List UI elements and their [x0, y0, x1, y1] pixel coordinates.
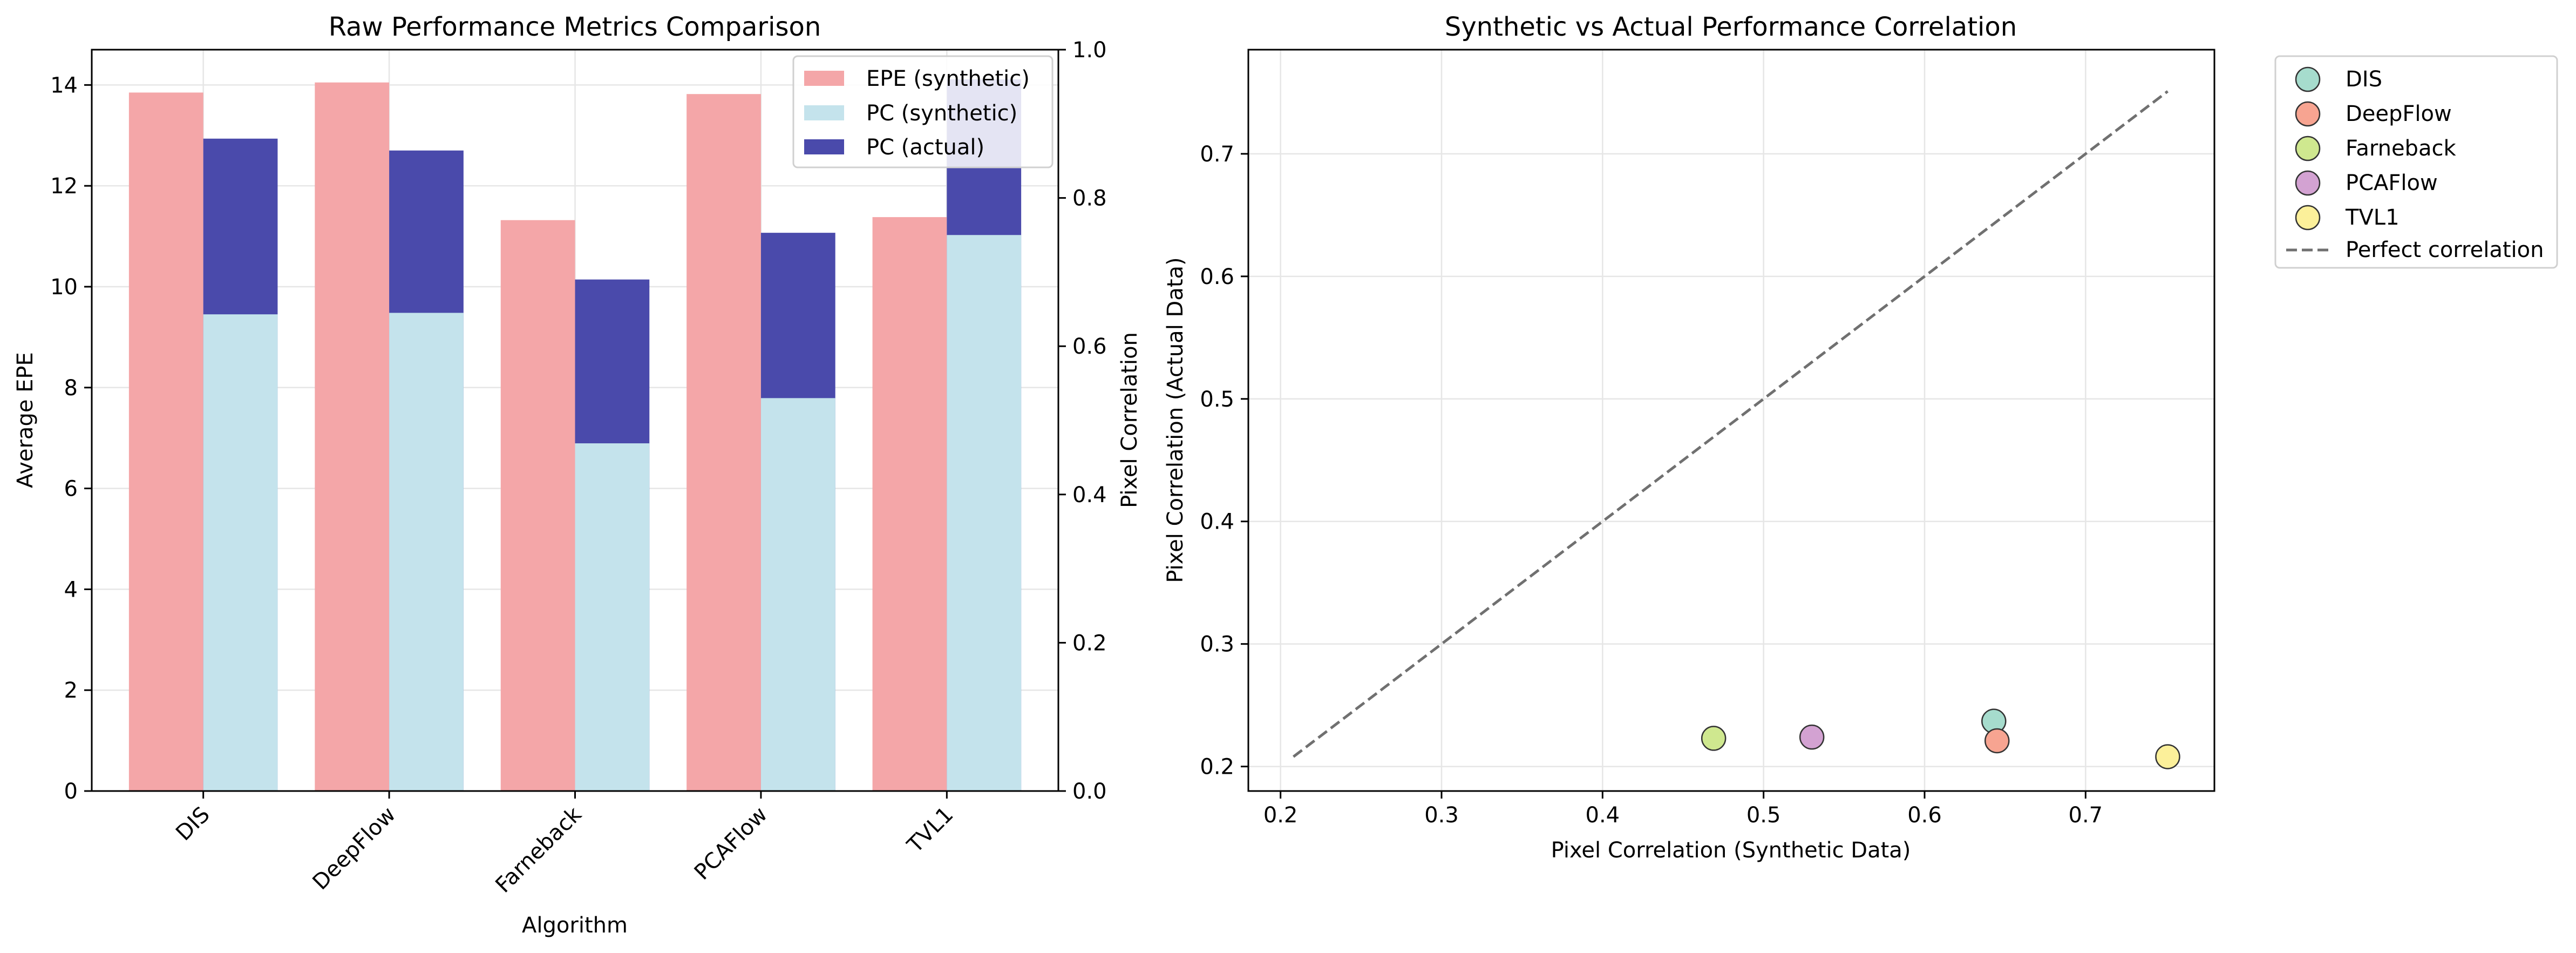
x-tick-label: 0.3 [1424, 803, 1459, 828]
legend-swatch-epe-synthetic [804, 71, 844, 86]
bar-chart-x-axis-label: Algorithm [522, 913, 628, 938]
legend-label-dis: DIS [2346, 67, 2382, 92]
x-tick-label: 0.4 [1586, 803, 1620, 828]
legend-swatch-pc-synthetic [804, 105, 844, 120]
y-tick-label: 2 [64, 678, 78, 703]
bar-chart-legend-box [792, 55, 1053, 168]
bar-chart-bars [128, 79, 1022, 792]
perfect-correlation-line [1293, 90, 2169, 758]
y-tick-label: 0.4 [1200, 510, 1234, 535]
y-tick-label: 0.6 [1200, 265, 1234, 289]
y-tick-label: 0 [64, 779, 78, 804]
point-deepflow [1984, 728, 2010, 754]
x-tick-label: 0.7 [2069, 803, 2103, 828]
bar-pc-synthetic-farneback [575, 443, 650, 791]
legend-marker-pcaflow [2295, 170, 2321, 196]
y-tick-label: 12 [50, 174, 78, 199]
scatter-chart-title: Synthetic vs Actual Performance Correlat… [1445, 12, 2017, 42]
y-tick-label: 0.3 [1200, 632, 1234, 657]
legend-label-perfect-correlation: Perfect correlation [2346, 238, 2544, 262]
point-pcaflow [1799, 724, 1825, 750]
y-tick-label: 4 [64, 577, 78, 602]
bar-epe-synthetic-tvl1 [872, 217, 947, 791]
legend-marker-farneback [2295, 136, 2321, 161]
point-tvl1 [2155, 744, 2180, 769]
bar-chart-y-axis-label: Average EPE [13, 352, 38, 488]
bar-chart-right-axis-ticks: 0.0 0.2 0.4 0.6 0.8 1.0 [1058, 38, 1107, 804]
y2-tick-label: 0.4 [1072, 483, 1107, 508]
legend-label-pcaflow: PCAFlow [2346, 171, 2438, 195]
legend-label-pc-synthetic: PC (synthetic) [866, 101, 1017, 126]
legend-label-deepflow: DeepFlow [2346, 102, 2452, 126]
scatter-chart-y-axis-label: Pixel Correlation (Actual Data) [1163, 257, 1188, 583]
y-tick-label: 0.7 [1200, 142, 1234, 167]
bar-chart-left-axis-ticks: 0 2 4 6 8 10 12 14 [50, 73, 92, 804]
legend-label-farneback: Farneback [2346, 136, 2456, 161]
scatter-chart-legend-box [2274, 55, 2558, 269]
bar-chart-right-y-axis-label: Pixel Correlation [1117, 332, 1142, 508]
y2-tick-label: 0.6 [1072, 334, 1107, 359]
bar-pc-synthetic-dis [203, 314, 278, 791]
bar-pc-synthetic-deepflow [389, 313, 464, 791]
bar-pc-synthetic-tvl1 [947, 235, 1022, 791]
y2-tick-label: 1.0 [1072, 38, 1107, 63]
y-tick-label: 14 [50, 73, 78, 98]
bar-chart-title: Raw Performance Metrics Comparison [329, 12, 821, 42]
y-tick-label: 0.5 [1200, 387, 1234, 412]
bar-pc-synthetic-pcaflow [760, 398, 835, 791]
x-tick-label: 0.5 [1746, 803, 1781, 828]
scatter-chart-x-axis-ticks: 0.2 0.3 0.4 0.5 0.6 0.7 [1263, 791, 2103, 828]
y2-tick-label: 0.2 [1072, 631, 1107, 655]
legend-swatch-pc-actual [804, 139, 844, 154]
bar-epe-synthetic-farneback [500, 220, 575, 792]
y2-tick-label: 0.8 [1072, 186, 1107, 211]
bar-epe-synthetic-dis [128, 92, 203, 792]
scatter-chart: 0.2 0.3 0.4 0.5 0.6 0.7 0.2 0.3 0.4 0.5 0.6 0.7 Sy… [1163, 12, 2558, 863]
y2-tick-label: 0.0 [1072, 779, 1107, 804]
bar-epe-synthetic-deepflow [315, 82, 390, 791]
bar-chart-legend: EPE (synthetic) PC (synthetic) PC (actua… [792, 55, 1053, 168]
legend-label-epe-synthetic: EPE (synthetic) [866, 66, 1030, 91]
legend-marker-tvl1 [2295, 205, 2321, 231]
bar-epe-synthetic-pcaflow [687, 94, 761, 791]
y-tick-label: 0.2 [1200, 755, 1234, 780]
scatter-chart-grid [1248, 50, 2214, 791]
y-tick-label: 6 [64, 477, 78, 502]
scatter-chart-y-axis-ticks: 0.2 0.3 0.4 0.5 0.6 0.7 [1200, 142, 1248, 780]
legend-label-pc-actual: PC (actual) [866, 135, 984, 160]
legend-marker-dis [2295, 66, 2321, 92]
y-tick-label: 10 [50, 275, 78, 300]
scatter-chart-points [1701, 708, 2180, 769]
scatter-chart-legend: DIS DeepFlow Farneback PCAFlow TVL1 Perf… [2274, 55, 2558, 269]
scatter-chart-frame [1247, 49, 2215, 792]
y-tick-label: 8 [64, 376, 78, 401]
point-farneback [1701, 726, 1727, 751]
legend-marker-deepflow [2295, 101, 2321, 127]
x-tick-label: 0.6 [1907, 803, 1942, 828]
legend-label-tvl1: TVL1 [2345, 205, 2400, 230]
scatter-chart-x-axis-label: Pixel Correlation (Synthetic Data) [1551, 838, 1911, 863]
x-tick-label: 0.2 [1263, 803, 1298, 828]
